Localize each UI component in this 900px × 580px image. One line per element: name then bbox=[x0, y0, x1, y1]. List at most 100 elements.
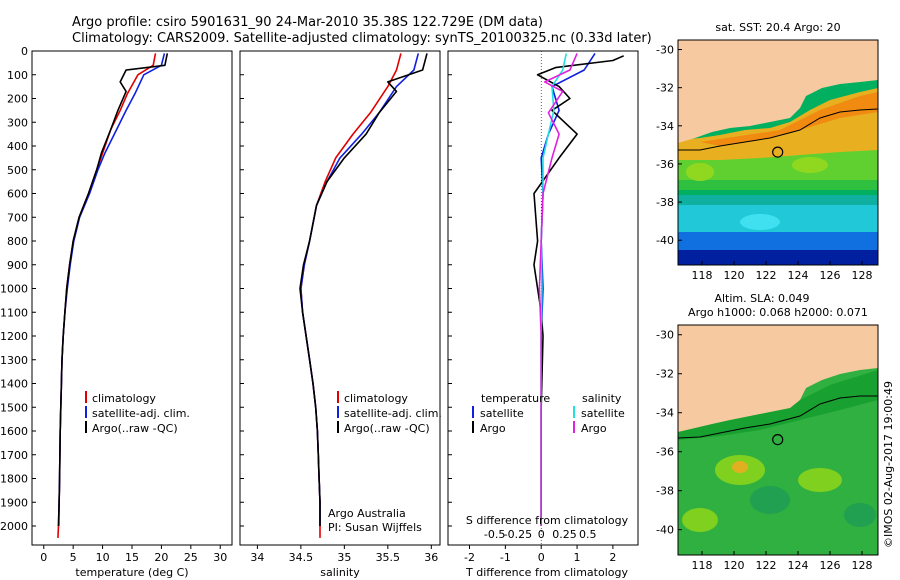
salinity-xlabel: salinity bbox=[320, 566, 360, 579]
depth-tick-label: 1400 bbox=[0, 378, 28, 391]
sst-map bbox=[678, 40, 878, 265]
depth-tick-label: 1000 bbox=[0, 283, 28, 296]
salinity-legend: climatology satellite-adj. clim. Argo(..… bbox=[337, 391, 442, 435]
difference-legend: temperature salinity satellite Argo sate… bbox=[472, 392, 625, 435]
sst-map-y-tick-label: -30 bbox=[656, 44, 674, 57]
salinity-panel-frame bbox=[239, 50, 441, 546]
temperature-x-tick-label: 30 bbox=[213, 551, 227, 564]
salinity-x-tick-label: 34 bbox=[250, 551, 264, 564]
difference-top-tick-label: -0.25 bbox=[504, 528, 532, 541]
difference-x-tick-label: 2 bbox=[609, 551, 616, 564]
depth-tick-label: 100 bbox=[7, 69, 28, 82]
temperature-legend: climatology satellite-adj. clim. Argo(..… bbox=[85, 391, 190, 435]
sst-argo-marker bbox=[772, 146, 784, 158]
difference-panel bbox=[533, 51, 625, 545]
sst-map-x-tick-label: 128 bbox=[852, 269, 873, 282]
legend-label-t-argo: Argo bbox=[480, 422, 506, 435]
sst-land bbox=[678, 40, 878, 143]
legend-label-argo: Argo(..raw -QC) bbox=[92, 422, 178, 435]
temperature-x-tick-label: 25 bbox=[184, 551, 198, 564]
temperature-series-line bbox=[57, 53, 169, 527]
sst-cool-patch bbox=[740, 214, 780, 230]
depth-tick-label: 0 bbox=[21, 45, 28, 58]
legend-label-argo: Argo(..raw -QC) bbox=[344, 422, 430, 435]
depth-tick-label: 700 bbox=[7, 211, 28, 224]
sla-map-x-tick-label: 120 bbox=[724, 559, 745, 572]
sla-map-x-tick-label: 122 bbox=[756, 559, 777, 572]
sst-map-y-tick-label: -40 bbox=[656, 234, 674, 247]
title-line-1: Argo profile: csiro 5901631_90 24-Mar-20… bbox=[72, 15, 543, 30]
legend-label-satellite: satellite-adj. clim. bbox=[344, 407, 442, 420]
sla-map-frame bbox=[677, 324, 879, 556]
sla-map-y-tick-label: -30 bbox=[656, 329, 674, 342]
legend-label-s-satellite: satellite bbox=[581, 407, 625, 420]
sst-map-x-tick-label: 118 bbox=[692, 269, 713, 282]
axis-ticks: 0 5 10 15 20 25 30 34 34.5 35 35.5 36 -2 -1 0 1 2 -0.5-0.… bbox=[40, 50, 616, 564]
legend-label-t-satellite: satellite bbox=[480, 407, 524, 420]
sla-shelf-water bbox=[678, 370, 878, 440]
salinity-x-tick-label: 34.5 bbox=[289, 551, 314, 564]
depth-tick-label: 200 bbox=[7, 93, 28, 106]
sst-warm-patch bbox=[686, 163, 714, 181]
temperature-x-tick-label: 15 bbox=[125, 551, 139, 564]
depth-tick-label: 800 bbox=[7, 235, 28, 248]
sst-ocean-band-navy bbox=[678, 250, 878, 265]
credit-line-2: PI: Susan Wijffels bbox=[328, 521, 422, 534]
sst-map-x-tick-label: 126 bbox=[820, 269, 841, 282]
depth-tick-label: 1300 bbox=[0, 354, 28, 367]
difference-top-tick-label: 0 bbox=[538, 528, 545, 541]
sst-map-title: sat. SST: 20.4 Argo: 20 bbox=[715, 21, 840, 34]
salinity-x-tick-label: 36 bbox=[424, 551, 438, 564]
sst-shelf-orange bbox=[700, 92, 878, 146]
depth-tick-label: 500 bbox=[7, 164, 28, 177]
salinity-x-tick-label: 35.5 bbox=[376, 551, 401, 564]
sla-map-x-tick-label: 118 bbox=[692, 559, 713, 572]
temperature-xlabel: temperature (deg C) bbox=[75, 566, 188, 579]
legend-label-s-argo: Argo bbox=[581, 422, 607, 435]
depth-tick-label: 600 bbox=[7, 188, 28, 201]
legend-label-satellite: satellite-adj. clim. bbox=[92, 407, 190, 420]
depth-tick-label: 900 bbox=[7, 259, 28, 272]
sla-land bbox=[678, 325, 878, 432]
legend-label-climatology: climatology bbox=[344, 392, 408, 405]
sla-map-y-tick-label: -38 bbox=[656, 485, 674, 498]
temperature-x-tick-label: 10 bbox=[96, 551, 110, 564]
salinity-series-line bbox=[299, 53, 428, 526]
sst-map-y-tick-label: -38 bbox=[656, 196, 674, 209]
depth-tick-label: 1900 bbox=[0, 496, 28, 509]
difference-x-tick-label: 0 bbox=[538, 551, 545, 564]
depth-axis: 0 100 200 300 400 500 600 700 800 900 1000 1100 1200… bbox=[0, 45, 36, 533]
depth-tick-label: 2000 bbox=[0, 520, 28, 533]
sla-high-patch bbox=[682, 508, 718, 532]
sst-map-x-tick-label: 122 bbox=[756, 269, 777, 282]
temperature-panel bbox=[57, 53, 169, 538]
sst-map-y-tick-label: -34 bbox=[656, 120, 674, 133]
sla-bathymetry-contour bbox=[678, 395, 878, 439]
sla-high-patch bbox=[798, 468, 842, 492]
difference-top-tick-label: -0.5 bbox=[484, 528, 505, 541]
depth-tick-label: 1700 bbox=[0, 449, 28, 462]
salinity-panel bbox=[299, 53, 428, 538]
salinity-x-tick-label: 35 bbox=[337, 551, 351, 564]
difference-top-tick-label: 0.5 bbox=[579, 528, 597, 541]
depth-tick-label: 300 bbox=[7, 116, 28, 129]
sla-map-y-tick-label: -32 bbox=[656, 368, 674, 381]
sst-map-y-tick-label: -36 bbox=[656, 158, 674, 171]
sst-bathymetry-contour bbox=[678, 108, 878, 151]
sla-map-y-tick-label: -40 bbox=[656, 524, 674, 537]
sla-map-y-tick-label: -34 bbox=[656, 407, 674, 420]
temperature-panel-frame bbox=[31, 50, 233, 546]
depth-tick-label: 400 bbox=[7, 140, 28, 153]
sla-map-x-tick-label: 124 bbox=[788, 559, 809, 572]
temperature-x-tick-label: 0 bbox=[40, 551, 47, 564]
imos-stamp: ©IMOS 02-Aug-2017 19:00:49 bbox=[882, 381, 895, 548]
sla-low-patch bbox=[750, 486, 790, 514]
legend-label-climatology: climatology bbox=[92, 392, 156, 405]
sst-map-x-tick-label: 120 bbox=[724, 269, 745, 282]
temperature-x-tick-label: 5 bbox=[70, 551, 77, 564]
depth-tick-label: 1200 bbox=[0, 330, 28, 343]
sla-map-x-tick-label: 126 bbox=[820, 559, 841, 572]
difference-x-tick-label: 1 bbox=[574, 551, 581, 564]
sst-map-y-tick-label: -32 bbox=[656, 82, 674, 95]
